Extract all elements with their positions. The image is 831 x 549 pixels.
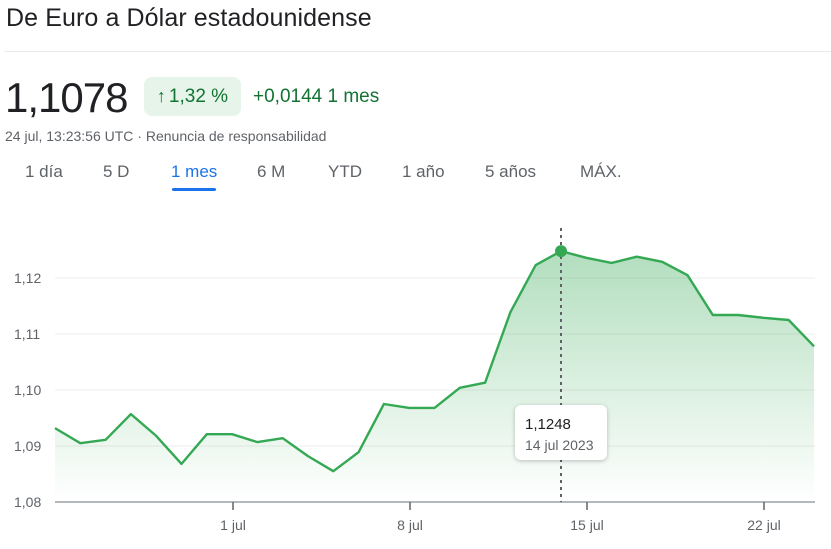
change-absolute: +0,0144 1 mes [253,86,380,107]
page-title: De Euro a Dólar estadounidense [6,4,372,32]
arrow-up-icon: ↑ [156,86,166,106]
y-tick-label: 1,08 [14,494,41,510]
disclaimer-link[interactable]: Renuncia de responsabilidad [145,128,327,144]
tab-5-d[interactable]: 5 D [103,162,130,181]
header-divider [4,51,831,52]
x-axis-labels: 1 jul 8 jul 15 jul 22 jul [220,502,781,533]
x-tick-label: 1 jul [220,517,246,533]
tab-6-m[interactable]: 6 M [257,162,286,181]
x-tick-label: 15 jul [570,517,603,533]
price-chart[interactable]: 1,08 1,09 1,10 1,11 1,12 1 jul 8 jul 15 jul 22 … [0,200,831,549]
quote-meta: 24 jul, 13:23:56 UTC · Renuncia de respo… [5,128,326,144]
separator: · [137,128,142,144]
tab-ytd[interactable]: YTD [328,162,362,181]
tooltip-value: 1,1248 [525,416,571,433]
x-tick-label: 22 jul [747,517,780,533]
tab-1-dia[interactable]: 1 día [25,162,63,181]
timestamp: 24 jul, 13:23:56 UTC [5,128,134,144]
tooltip-date: 14 jul 2023 [525,437,594,453]
price-area [55,251,814,502]
change-percent: 1,32 % [168,85,229,107]
chart-tooltip: 1,1248 14 jul 2023 [515,405,607,460]
tab-1-mes[interactable]: 1 mes [171,162,218,191]
current-price: 1,1078 [5,74,128,121]
price-line [54,249,815,473]
y-tick-label: 1,10 [14,382,41,398]
tab-5-anos[interactable]: 5 años [485,162,537,181]
y-tick-label: 1,09 [14,438,41,454]
tab-1-ano[interactable]: 1 año [402,162,445,181]
hover-point [555,245,567,258]
y-tick-label: 1,12 [14,270,41,286]
tab-max[interactable]: MÁX. [580,162,622,181]
y-axis-labels: 1,08 1,09 1,10 1,11 1,12 [14,270,41,510]
y-tick-label: 1,11 [14,326,40,342]
change-percent-badge: ↑ 1,32 % [144,77,241,116]
x-tick-label: 8 jul [397,517,423,533]
